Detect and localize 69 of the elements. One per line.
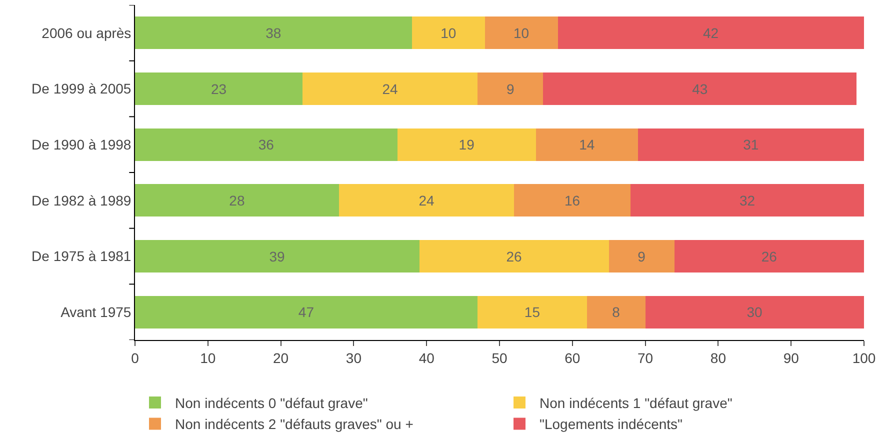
legend-label: Non indécents 0 "défaut grave"	[175, 394, 368, 411]
data-label: 10	[440, 24, 456, 41]
x-tick-label: 20	[273, 350, 289, 366]
data-label: 43	[692, 80, 708, 97]
x-tick-label: 0	[131, 350, 140, 366]
bar	[478, 296, 587, 328]
data-label: 39	[269, 248, 286, 264]
data-label: 14	[579, 136, 595, 153]
bar	[419, 240, 609, 272]
bar	[135, 184, 340, 217]
x-tick-label: 90	[783, 350, 800, 366]
data-label: 16	[564, 192, 580, 208]
bar	[135, 72, 303, 105]
bar	[630, 184, 864, 217]
y-tick-label: 2006 ou après	[42, 24, 132, 41]
bar	[135, 128, 398, 161]
bar	[484, 16, 558, 50]
data-label: 28	[229, 192, 245, 208]
data-label: 8	[612, 304, 620, 320]
data-label: 9	[638, 248, 646, 264]
bar	[674, 240, 864, 272]
bar	[645, 296, 864, 328]
bar	[638, 128, 864, 161]
bar	[339, 184, 514, 217]
x-tick-label: 70	[638, 350, 654, 366]
data-label: 32	[739, 192, 756, 208]
bar	[514, 184, 631, 217]
bar	[302, 72, 478, 105]
data-label: 24	[418, 192, 434, 208]
bar	[608, 240, 674, 272]
data-label: 19	[458, 136, 475, 153]
bar	[536, 128, 638, 161]
data-label: 47	[298, 304, 314, 320]
bar	[412, 16, 485, 50]
x-tick-label: 50	[492, 350, 508, 366]
y-tick-label: De 1975 à 1981	[32, 248, 132, 264]
data-label: 30	[746, 304, 763, 320]
bar	[558, 16, 864, 50]
bar	[135, 16, 412, 50]
y-tick-label: Avant 1975	[60, 304, 132, 320]
data-label: 24	[382, 80, 398, 97]
data-label: 26	[506, 248, 522, 264]
data-label: 10	[513, 24, 530, 41]
bar	[543, 72, 857, 105]
legend-label: "Logements indécents"	[540, 416, 683, 432]
x-tick-label: 60	[564, 350, 580, 366]
data-label: 26	[761, 248, 778, 264]
x-tick-label: 40	[418, 350, 435, 366]
x-tick-label: 80	[710, 350, 726, 366]
data-label: 23	[210, 80, 227, 97]
data-label: 31	[743, 136, 759, 153]
data-label: 42	[703, 24, 719, 41]
y-tick-label: De 1982 à 1989	[32, 192, 132, 208]
legend-label: Non indécents 1 "défaut grave"	[540, 394, 732, 411]
data-label: 38	[266, 24, 282, 41]
y-tick-label: De 1999 à 2005	[32, 80, 132, 97]
bar	[478, 72, 544, 105]
data-label: 15	[524, 304, 540, 320]
y-tick-label: De 1990 à 1998	[32, 136, 132, 152]
bar	[135, 296, 478, 328]
data-label: 36	[258, 136, 274, 153]
data-label: 9	[506, 80, 514, 97]
bar	[135, 240, 420, 272]
x-tick-label: 30	[346, 350, 362, 366]
bar	[586, 296, 646, 328]
x-tick-label: 10	[200, 350, 216, 366]
legend-label: Non indécents 2 "défauts graves" ou +	[175, 416, 414, 432]
bar	[397, 128, 536, 161]
x-tick-label: 100	[852, 350, 876, 366]
